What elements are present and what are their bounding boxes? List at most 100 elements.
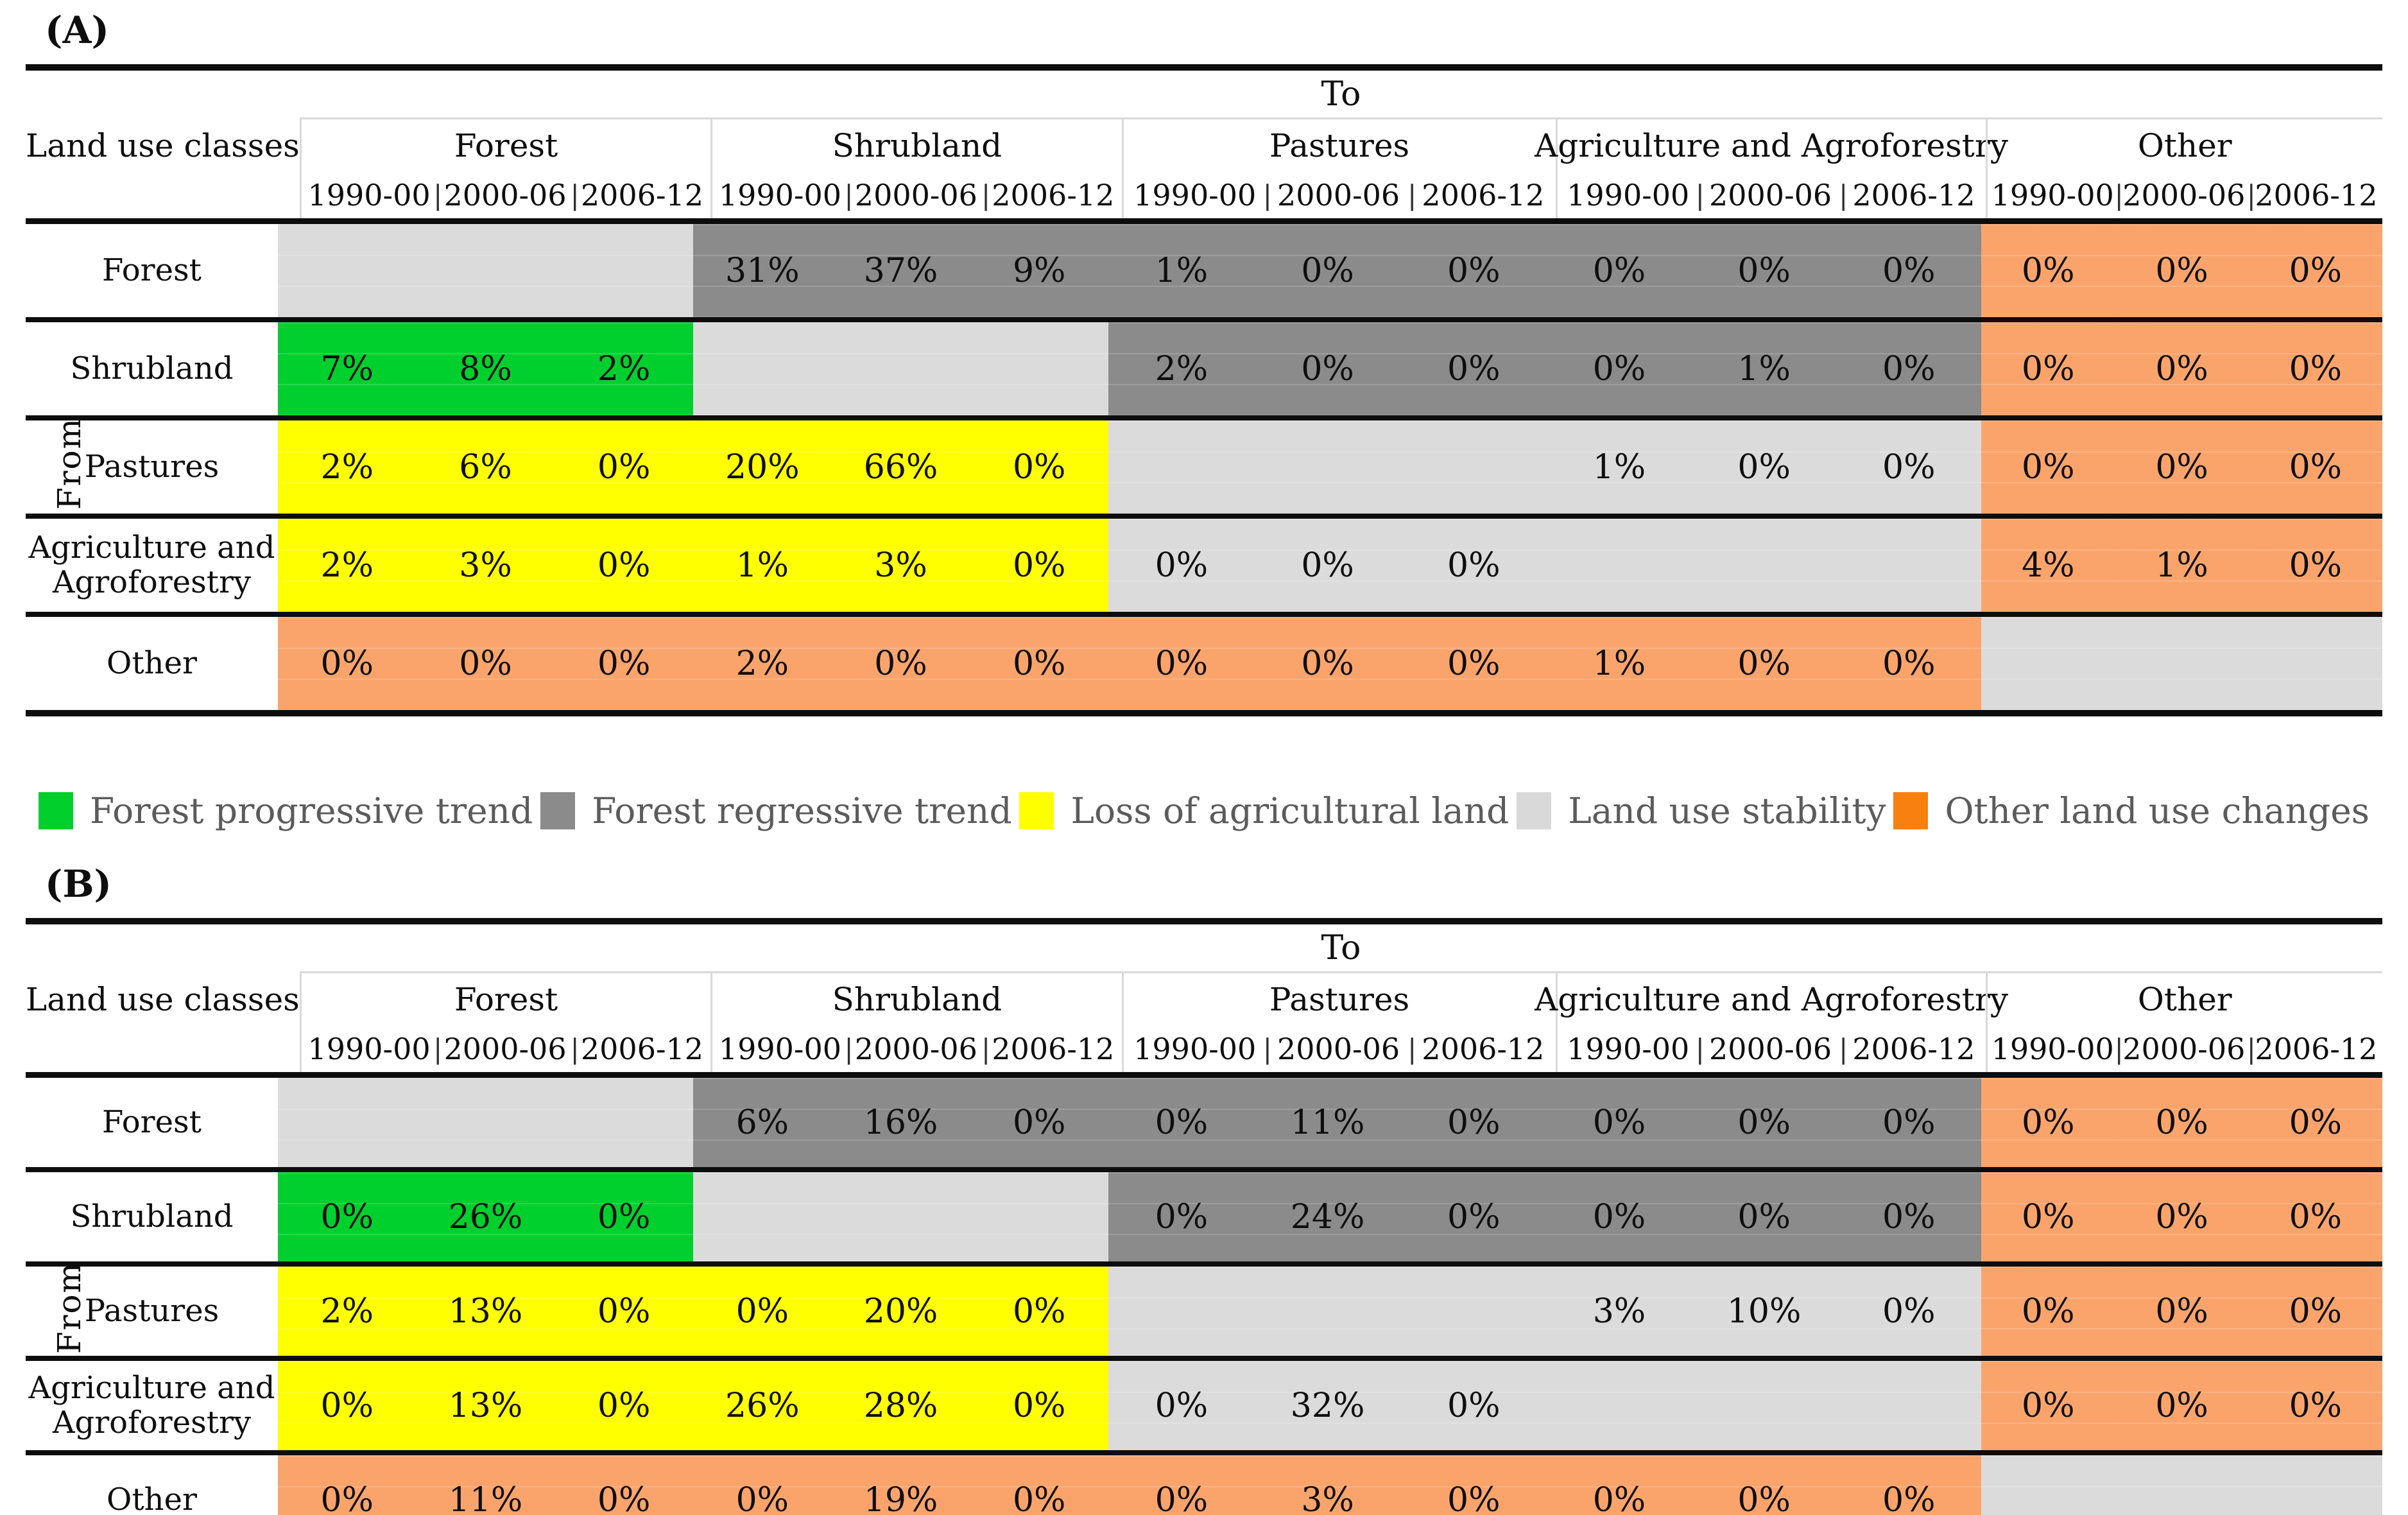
matrix-cell-stability [1400,1267,1547,1356]
legend-item-regressive: Forest regressive trend [540,790,1012,831]
matrix-cell-loss: 0% [555,519,693,612]
to-axis-label: To [299,71,2382,119]
matrix-cell-other_change: 0% [1981,224,2115,317]
matrix-cell-other_change: 0% [555,617,693,710]
matrix-cell-other_change: 1% [1547,617,1692,710]
group-header-shrubland: Shrubland [710,973,1121,1026]
matrix-cell-regressive: 0% [970,1078,1109,1167]
matrix-cell-other_change: 0% [2115,1172,2249,1261]
matrix-cell-other_change: 0% [2248,1172,2382,1261]
matrix-cell-stability: 32% [1254,1361,1401,1450]
matrix-cell-other_change: 0% [2115,322,2249,415]
matrix-cell-other_change: 0% [2248,224,2382,317]
row-label: Agriculture and Agroforestry [26,519,278,612]
matrix-cell-progressive: 26% [416,1172,555,1261]
matrix-cell-other_change: 0% [1981,1361,2115,1450]
period-header: 1990-00 [299,172,436,218]
matrix-cell-other_change: 0% [1981,1172,2115,1261]
matrix-cell-stability [693,1172,832,1261]
matrix-cell-loss: 0% [555,1267,693,1356]
matrix-cell-regressive: 11% [1254,1078,1401,1167]
matrix-cell-stability: 0% [1108,1361,1255,1450]
matrix-cell-stability [1981,617,2115,710]
matrix-cell-stability [416,1078,555,1167]
matrix-a-body: Forest 31% 37% 9% 1% 0% 0% 0% 0% 0% 0% 0% 0% Shrublan… [26,224,2382,710]
matrix-cell-other_change: 0% [1981,1078,2115,1167]
matrix-cell-other_change: 0% [1981,1267,2115,1356]
corner-spacer [26,71,300,119]
period-header: 1990-00 [1555,1026,1699,1072]
legend-swatch-other_change [1893,792,1929,829]
matrix-cell-stability [2115,617,2249,710]
matrix-cell-loss: 0% [970,1267,1109,1356]
period-header: 2000-06 [2118,1026,2250,1072]
period-header: 1990-00 [1985,172,2118,218]
from-axis-label: From [51,1261,89,1355]
matrix-row: Other 0% 0% 0% 2% 0% 0% 0% 0% 0% 1% 0% 0% [26,612,2382,710]
matrix-cell-stability [277,1078,417,1167]
period-header: 2006-12 [992,178,1115,212]
matrix-row: Other 0% 11% 0% 0% 19% 0% 0% 3% 0% 0% 0% 0% [26,1450,2382,1515]
legend-label: Other land use changes [1945,790,2369,831]
matrix-cell-loss: 3% [831,519,970,612]
row-label: Forest [26,1078,278,1167]
period-header: 1990-00 [1121,172,1266,218]
figure-root: (A) To Land use classes Forest1990-00200… [0,6,2408,1515]
matrix-cell-other_change: 0% [1981,322,2115,415]
legend-label: Land use stability [1568,790,1886,831]
row-label: Shrubland [26,322,278,415]
matrix-cell-stability [416,224,555,317]
matrix-row: Agriculture and Agroforestry 2% 3% 0% 1% 3% 0%… [26,514,2382,612]
period-header: 1990-00 [1985,1026,2118,1072]
matrix-cell-loss: 2% [277,420,417,514]
matrix-cell-regressive: 6% [693,1078,832,1167]
matrix-cell-other_change: 0% [2115,420,2249,514]
matrix-cell-stability: 0% [1108,519,1255,612]
matrix-cell-regressive: 2% [1108,322,1255,415]
matrix-cell-progressive: 0% [277,1172,417,1261]
period-header: 2006-12 [580,1032,704,1066]
matrix-cell-stability [693,322,832,415]
legend-label: Loss of agricultural land [1071,790,1509,831]
matrix-cell-other_change: 0% [2248,322,2382,415]
matrix-cell-regressive: 0% [1254,224,1401,317]
matrix-cell-stability [2115,1455,2249,1515]
matrix-cell-other_change: 0% [1254,617,1401,710]
group-header-other: Other [1985,973,2382,1026]
period-header: 2006-12 [1852,178,1975,212]
matrix-cell-stability [2248,1455,2382,1515]
row-label: Pastures [26,420,278,514]
matrix-cell-other_change: 0% [1836,1455,1982,1515]
matrix-cell-loss: 13% [416,1267,555,1356]
matrix-b-body: Forest 6% 16% 0% 0% 11% 0% 0% 0% 0% 0% 0% 0% Shrublan… [26,1078,2382,1515]
group-header-pastures: Pastures [1121,973,1556,1026]
matrix-cell-regressive: 1% [1108,224,1255,317]
matrix-cell-loss: 0% [555,420,693,514]
period-header: 2006-12 [580,178,704,212]
matrix-cell-regressive: 0% [1836,224,1982,317]
matrix-cell-other_change: 0% [831,617,970,710]
period-header: 2000-06 [1699,1026,1842,1072]
group-header-pastures: Pastures [1121,119,1556,172]
matrix-cell-stability: 0% [1254,519,1401,612]
matrix-cell-stability [1691,519,1837,612]
matrix-cell-stability: 0% [1400,1361,1547,1450]
period-header: 2006-12 [1852,1032,1975,1066]
matrix-cell-other_change: 0% [2248,420,2382,514]
matrix-cell-stability [970,1172,1109,1261]
matrix-cell-regressive: 37% [831,224,970,317]
matrix-cell-stability: 0% [1691,420,1837,514]
matrix-cell-stability [277,224,417,317]
legend-item-loss: Loss of agricultural land [1019,790,1509,831]
matrix-cell-stability: 0% [1836,1267,1982,1356]
matrix-cell-stability [1254,1267,1401,1356]
period-header: 2006-12 [1422,1032,1545,1066]
matrix-cell-stability [1254,420,1401,514]
matrix-cell-regressive: 0% [1547,322,1692,415]
matrix-cell-loss: 0% [970,519,1109,612]
period-header: 1990-00 [1555,172,1699,218]
matrix-cell-regressive: 0% [1108,1172,1255,1261]
matrix-cell-stability [555,1078,693,1167]
period-header: 1990-00 [299,1026,436,1072]
row-label: Agriculture and Agroforestry [26,1361,278,1450]
